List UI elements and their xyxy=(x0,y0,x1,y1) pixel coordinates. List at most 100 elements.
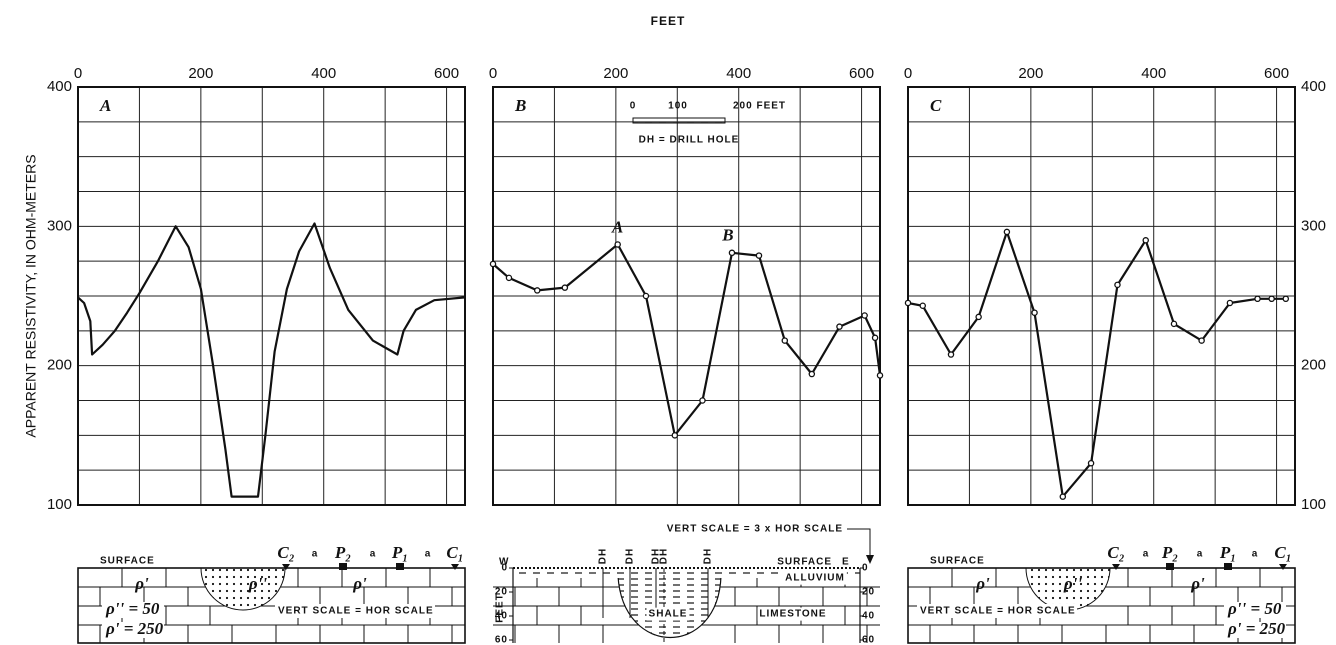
electrode-label: C₂ xyxy=(1107,543,1124,562)
data-point xyxy=(861,312,868,319)
legend-label: ρ'' = 50 xyxy=(105,599,160,618)
potential-electrode xyxy=(1166,563,1174,570)
scale-note: VERT SCALE = HOR SCALE xyxy=(920,606,1076,617)
drill-hole-label: DH xyxy=(625,548,636,564)
note-bg xyxy=(917,604,1077,618)
x-tick-label: 0 xyxy=(904,65,912,82)
x-tick-label: 400 xyxy=(1141,65,1166,82)
data-point xyxy=(505,274,513,282)
depth-tick-label: 0 xyxy=(501,563,508,574)
data-line xyxy=(492,243,882,437)
current-electrode xyxy=(282,564,290,570)
data-point xyxy=(919,302,926,310)
scale-bar-label: 200 FEET xyxy=(733,101,786,112)
x-tick-label: 400 xyxy=(726,65,751,82)
data-point xyxy=(975,313,982,321)
plot-frame xyxy=(492,86,881,506)
east-label: E xyxy=(842,557,850,568)
depth-tick-label: 40 xyxy=(495,611,508,622)
data-point xyxy=(1142,237,1149,244)
data-point xyxy=(1170,320,1178,328)
data-point xyxy=(642,292,650,300)
medium-label: ρ'' xyxy=(1063,574,1082,593)
electrode-label: C₂ xyxy=(277,543,294,562)
data-point xyxy=(808,370,816,378)
panel-label: A xyxy=(99,96,111,115)
data-point xyxy=(561,284,569,291)
y-tick-label: 300 xyxy=(47,217,72,234)
surface-label: SURFACE xyxy=(100,556,155,567)
depth-tick-label: 40 xyxy=(862,611,875,622)
drill-hole-label: DH xyxy=(703,548,714,564)
electrode-label: C₁ xyxy=(1274,543,1291,562)
electrode-label: P₂ xyxy=(1161,543,1178,562)
drill-hole-label: DH xyxy=(598,548,609,564)
y-tick-label: 400 xyxy=(47,78,72,95)
data-point xyxy=(1114,281,1121,289)
electrode-label: a xyxy=(312,549,319,560)
data-point xyxy=(1059,493,1067,500)
depth-tick-label: 60 xyxy=(495,635,508,645)
y-tick-label: 200 xyxy=(47,357,72,374)
legend-label: ρ' = 250 xyxy=(1227,619,1286,638)
depth-tick-label: 20 xyxy=(495,587,508,598)
electrode-label: C₁ xyxy=(446,543,463,562)
data-point xyxy=(836,323,843,330)
scale-note: VERT SCALE = 3 x HOR SCALE xyxy=(667,524,843,535)
medium-label: ρ' xyxy=(975,574,990,593)
depth-tick-label: 0 xyxy=(862,563,869,574)
plot-frame xyxy=(77,86,466,506)
current-electrode xyxy=(1112,564,1120,570)
data-point xyxy=(1087,459,1095,467)
point-annotation: A xyxy=(611,217,623,236)
y-tick-label: 300 xyxy=(1301,217,1326,234)
arrow-head xyxy=(866,555,874,564)
layer-label: SHALE xyxy=(649,609,688,620)
potential-electrode xyxy=(396,563,404,570)
x-tick-label: 200 xyxy=(603,65,628,82)
x-tick-label: 200 xyxy=(188,65,213,82)
current-electrode xyxy=(451,564,459,570)
x-tick-label: 400 xyxy=(311,65,336,82)
medium-label: ρ'' xyxy=(248,574,267,593)
drill-hole-label: DH xyxy=(651,548,662,564)
data-point xyxy=(1226,299,1234,307)
x-tick-label: 600 xyxy=(1264,65,1289,82)
x-tick-label: 0 xyxy=(489,65,497,82)
surface-label: SURFACE xyxy=(930,556,985,567)
depth-title: FEET xyxy=(495,593,506,623)
figure-title: FEET xyxy=(651,14,686,28)
data-point xyxy=(614,241,621,248)
data-point xyxy=(671,432,679,439)
layer-label: ALLUVIUM xyxy=(785,573,845,584)
scale-arrow xyxy=(847,528,871,562)
data-point xyxy=(947,351,955,358)
medium-label: ρ' xyxy=(352,574,367,593)
data-line xyxy=(77,222,466,498)
x-tick-label: 0 xyxy=(74,65,82,82)
y-tick-label: 200 xyxy=(1301,357,1326,374)
surface-label: SURFACE xyxy=(777,557,832,568)
electrode-label: a xyxy=(425,549,432,560)
x-tick-label: 200 xyxy=(1018,65,1043,82)
depth-tick-label: 20 xyxy=(862,587,875,598)
data-point xyxy=(1268,295,1275,303)
legend-bg xyxy=(1224,622,1286,638)
section-frame xyxy=(77,567,466,644)
potential-electrode xyxy=(339,563,347,570)
west-label: W xyxy=(499,557,509,568)
data-point xyxy=(1282,295,1290,303)
scale-bar xyxy=(632,117,726,124)
scale-note: DH = DRILL HOLE xyxy=(639,135,740,146)
data-point xyxy=(781,337,789,344)
panel-label: B xyxy=(514,96,526,115)
layer-label: LIMESTONE xyxy=(759,609,826,620)
y-axis-title: APPARENT RESISTIVITY, IN OHM-METERS xyxy=(23,154,39,437)
drill-hole-label: DH xyxy=(659,548,670,564)
potential-electrode xyxy=(1224,563,1232,570)
data-point xyxy=(533,287,541,294)
data-point xyxy=(876,372,884,379)
label-bg xyxy=(646,607,690,621)
plot-frame xyxy=(907,86,1296,506)
